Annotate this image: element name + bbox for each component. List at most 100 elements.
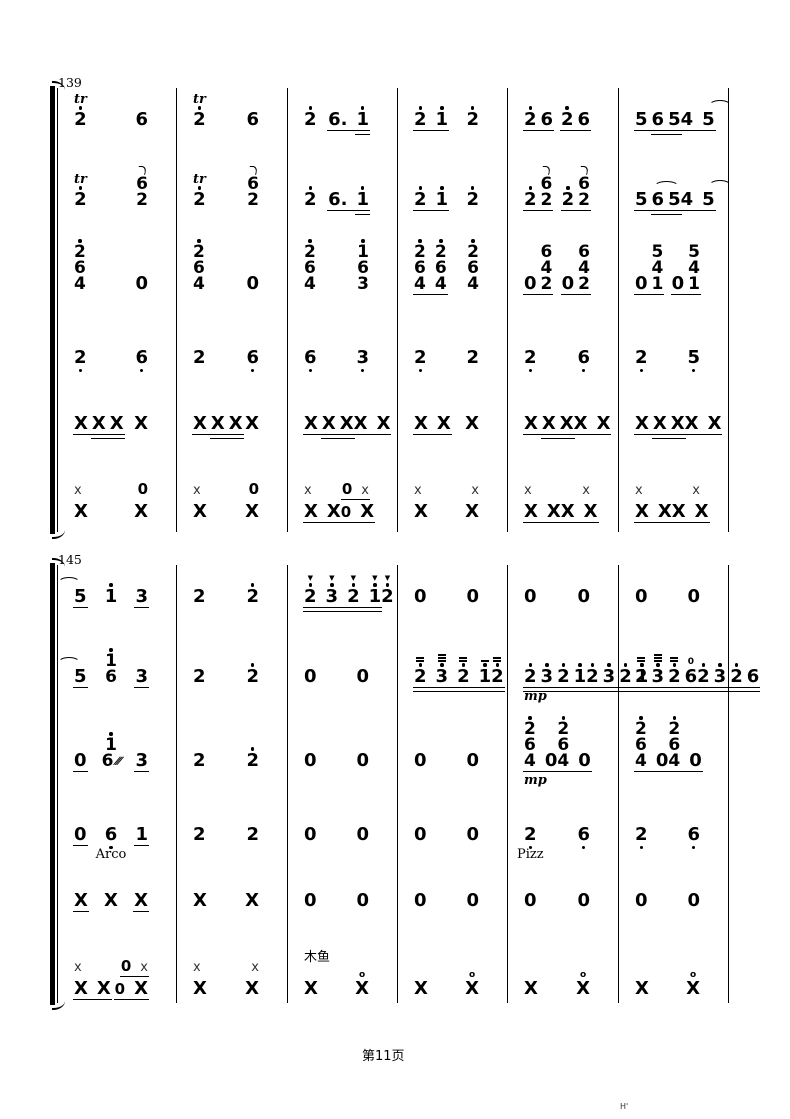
digit-row: 0 — [115, 982, 125, 997]
digit: 2 — [193, 750, 206, 771]
note-marks — [78, 239, 82, 243]
rest: 0 — [466, 826, 479, 844]
digit: 4 — [524, 751, 536, 771]
high-octave-dot — [483, 663, 487, 667]
high-octave-dot — [470, 106, 475, 110]
digit: 6 — [135, 109, 148, 130]
digit-row: 0 — [414, 826, 427, 844]
note-marks — [607, 663, 611, 667]
digit: 2 — [524, 719, 536, 739]
note-marks — [528, 186, 533, 190]
digit: x — [74, 483, 82, 498]
digit-row: 2 — [635, 349, 648, 367]
note-marks — [734, 663, 739, 667]
high-octave-dot — [718, 663, 722, 667]
note-marks: o — [359, 970, 365, 979]
digit: 1 — [573, 666, 587, 687]
high-octave-dot — [672, 663, 677, 667]
digit-row: X — [653, 415, 667, 433]
digit-row: 5 — [702, 191, 715, 209]
beam-underline — [634, 522, 673, 523]
rest: 0 — [246, 275, 259, 293]
fingering-mark: 0 — [687, 656, 694, 667]
note: 5 — [57, 657, 88, 688]
digit: 1 — [105, 651, 117, 671]
percussion-note: x — [361, 484, 369, 497]
digit: 6 — [687, 824, 700, 845]
system-bracket — [50, 558, 64, 1010]
high-octave-dot — [439, 239, 443, 243]
note: 2 — [635, 349, 648, 372]
digit-row: X — [360, 503, 374, 521]
digit-row: 1 — [479, 668, 492, 686]
digit-row: X — [684, 413, 699, 434]
high-octave-dot — [109, 732, 113, 736]
beam-underline — [490, 687, 505, 688]
percussion-note: X — [561, 503, 575, 521]
digit-row: 2 — [304, 111, 317, 129]
note-marks — [360, 186, 365, 190]
digit: 2 — [414, 347, 427, 368]
digit-row: 6 — [685, 668, 698, 686]
percussion-note: X — [193, 980, 207, 998]
note: 5 — [635, 191, 648, 209]
high-octave-dot — [330, 583, 334, 587]
digit: 4 — [193, 274, 205, 294]
note-marks — [480, 660, 489, 667]
note-marks — [360, 106, 365, 110]
staff-1-measure-140: tr 2 6 — [180, 88, 283, 129]
digit: 0 — [544, 750, 558, 771]
digit-row: x — [692, 484, 700, 497]
high-octave-dot — [495, 663, 500, 667]
rest: 0 — [578, 752, 591, 770]
digit-row: X — [354, 415, 368, 433]
digit-row: 0 — [304, 826, 317, 844]
digit-row: X — [193, 415, 207, 433]
note: 2 — [246, 747, 259, 770]
digit: 6 — [540, 109, 554, 130]
digit: X — [74, 413, 88, 434]
digit-row: X — [708, 415, 722, 433]
digit-row: 3 — [714, 668, 727, 686]
staff-4-measure-145: 0 6 Arco 1 — [61, 807, 172, 861]
high-octave-dot — [418, 663, 423, 667]
barline — [397, 565, 399, 1003]
digit: 1 — [368, 586, 382, 607]
digit-row: x — [140, 961, 148, 974]
digit-row: 2 — [561, 111, 574, 129]
digit-row: 2 — [246, 668, 259, 686]
percussion-note: X — [74, 980, 88, 998]
digit-row: 0 — [562, 275, 575, 293]
digit-row: 0 — [687, 892, 700, 910]
beam-underline — [192, 434, 244, 435]
digit: X — [74, 890, 88, 911]
digit-row: 0 — [687, 588, 700, 606]
digit: X — [684, 413, 699, 434]
barline — [618, 565, 620, 1003]
digit: 0 — [356, 750, 369, 771]
digit-row: 4 — [435, 276, 447, 293]
chord-tone: 6 — [635, 737, 647, 754]
fingering-bar — [480, 660, 489, 662]
digit: X — [355, 978, 369, 999]
digit-row: 0 — [74, 826, 87, 844]
note-marks — [653, 654, 662, 667]
rest: 0 — [524, 588, 537, 606]
note: 2 — [304, 186, 317, 209]
high-octave-dot — [545, 663, 549, 667]
percussion-note: X — [524, 980, 538, 998]
digit-row: X — [193, 980, 207, 998]
digit: 1 — [135, 824, 148, 845]
digit: X — [245, 501, 259, 522]
low-octave-dot — [639, 845, 644, 849]
digit: 2 — [619, 666, 632, 687]
digit-row: X — [97, 980, 111, 998]
